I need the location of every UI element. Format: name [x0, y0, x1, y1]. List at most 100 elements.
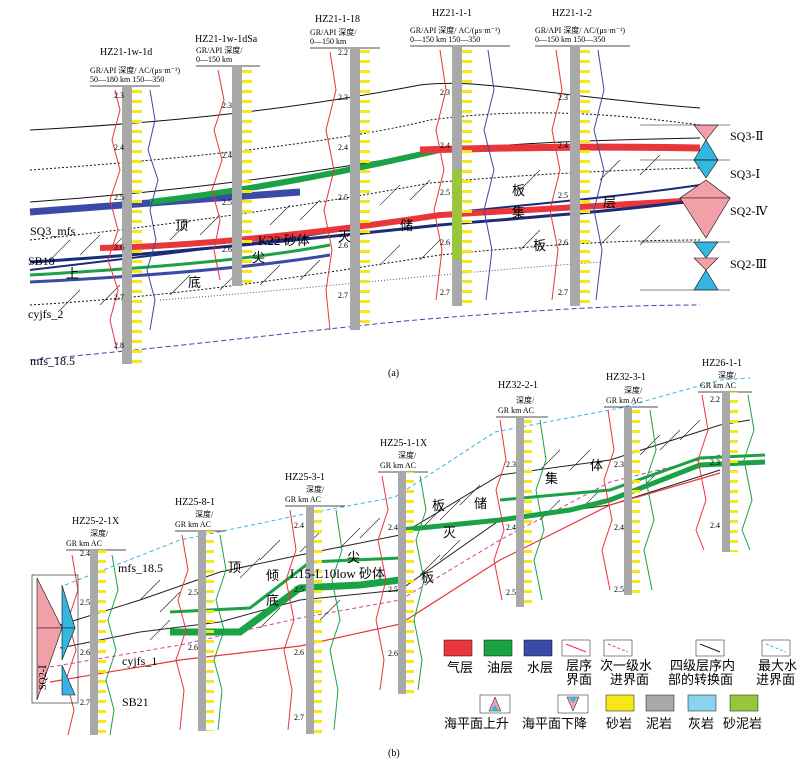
sea-level-fall-triangle	[36, 577, 63, 629]
well-header: 深度/	[718, 370, 737, 380]
legend: 气层 油层 水层 层序 界面 次一级水 进界面 四级层序内 部的转换面	[443, 639, 797, 731]
well-b1: HZ25-2-1X 深度/ GR km AC 2.4 2.5 2.6 2.7	[65, 516, 126, 736]
surface-label-mfs185: mfs_18.5	[30, 354, 75, 368]
depth-label: 2.5	[222, 198, 232, 207]
sand-column	[406, 472, 414, 694]
sea-level-rise-triangle	[36, 627, 63, 701]
surface-label-cyjfs1: cyjfs_1	[122, 654, 157, 668]
gr-curve	[601, 409, 615, 591]
lithology-column	[122, 86, 132, 364]
ac-curve	[593, 49, 605, 301]
depth-label: 2.3	[614, 460, 624, 469]
lithology-column	[198, 531, 206, 731]
surface-dashed-blue	[29, 304, 701, 361]
depth-label: 2.7	[440, 288, 450, 297]
well-a3: HZ21-1-18 GR/API 深度/ 0—150 km 2.2 2.3 2.…	[310, 14, 380, 331]
legend-sequence-boundary: 层序 界面	[561, 639, 592, 687]
svg-text:四级层序内: 四级层序内	[670, 658, 735, 673]
lithology-column	[570, 46, 580, 306]
depth-label: 2.4	[614, 523, 624, 532]
caption-b: (b)	[388, 748, 400, 759]
lithology-column	[624, 407, 632, 595]
annotation-char: 顶	[175, 218, 188, 233]
well-a1: HZ21-1w-1d GR/API 深度/ AC/(μs·m⁻¹) 50—180…	[90, 47, 180, 364]
depth-label: 2.6	[558, 238, 568, 247]
depth-label: 2.4	[710, 521, 720, 530]
ac-curve	[329, 509, 343, 731]
svg-text:海平面下降: 海平面下降	[522, 716, 587, 731]
sequence-label: SQ2-Ⅲ	[730, 257, 767, 271]
depth-label: 2.3	[114, 91, 124, 100]
well-b5: HZ32-2-1 深度/ GR km AC 2.3 2.4 2.5	[493, 380, 548, 607]
annotation-char: 灭	[443, 525, 456, 540]
depth-label: 2.5	[558, 191, 568, 200]
sand-body-label: K22 砂体	[258, 233, 310, 248]
well-b6: HZ32-3-1 深度/ GR km AC 2.3 2.4 2.5	[601, 372, 658, 595]
depth-label: 2.6	[294, 648, 304, 657]
ac-curve	[146, 89, 159, 331]
svg-text:油层: 油层	[487, 660, 513, 675]
well-header-scale: 0—150 km 150—350	[535, 35, 605, 44]
depth-label: 2.3	[338, 93, 348, 102]
sea-level-fall-triangle	[61, 664, 76, 696]
gr-curve	[433, 49, 447, 301]
gr-curve	[493, 419, 507, 601]
depth-label: 2.4	[338, 143, 348, 152]
sea-level-rise-triangle	[61, 627, 76, 661]
depth-label: 2.5	[614, 585, 624, 594]
well-name: HZ25-2-1X	[72, 516, 120, 527]
well-name: HZ26-1-1	[702, 358, 742, 369]
gr-curve	[549, 49, 563, 301]
sequence-label: SQ3-Ⅰ	[730, 167, 760, 181]
legend-max-flooding: 最大水 进界面	[756, 639, 797, 687]
well-header-scale: 50—180 km 150—350	[90, 75, 164, 84]
well-header-scale: GR km AC	[175, 520, 211, 529]
annotation-char: 板	[512, 183, 525, 198]
depth-label: 2.3	[222, 101, 232, 110]
annotation-char: 集	[512, 205, 525, 220]
surface-black-b2	[59, 469, 721, 649]
annotation-char: 集	[545, 471, 558, 486]
depth-label: 2.6	[338, 241, 348, 250]
depth-label: 2.6	[80, 648, 90, 657]
sand-column	[360, 48, 370, 330]
sea-level-rise-triangle	[679, 197, 731, 239]
annotation-char: 底	[188, 275, 201, 290]
panel-a: HZ21-1w-1d GR/API 深度/ AC/(μs·m⁻¹) 50—180…	[28, 8, 768, 379]
ac-curve	[105, 554, 119, 736]
subordinate-flooding-surface	[49, 454, 721, 668]
well-name: HZ21-1-1	[432, 8, 472, 19]
surface-label-cyjfs2: cyjfs_2	[28, 307, 63, 321]
surface-label-sb21: SB21	[122, 695, 149, 709]
annotation-char: 尖	[252, 250, 265, 265]
ac-curve	[213, 534, 227, 731]
depth-label: 2.5	[188, 588, 198, 597]
svg-text:灰岩: 灰岩	[688, 716, 714, 731]
legend-oil: 油层	[483, 639, 513, 675]
annotation-char: 体	[590, 458, 603, 473]
legend-sea-rise: 海平面上升	[444, 694, 511, 731]
well-header-scale: 0—150 km 150—350	[410, 35, 480, 44]
well-header: GR/API 深度/ AC/(μs·m⁻¹)	[410, 25, 500, 35]
sequence-label: SQ3-Ⅱ	[730, 129, 764, 143]
well-a5: HZ21-1-2 GR/API 深度/ AC/(μs·m⁻¹) 0—150 km…	[535, 8, 630, 306]
depth-label: 2.6	[440, 238, 450, 247]
legend-sandy-mudstone: 砂泥岩	[723, 694, 762, 731]
sea-level-fall-triangle	[693, 241, 719, 259]
well-name: HZ21-1w-1dSa	[195, 34, 258, 45]
depth-label: 2.5	[506, 588, 516, 597]
depth-label: 2.3	[558, 93, 568, 102]
annotation-char: 储	[474, 496, 487, 511]
well-name: HZ32-3-1	[606, 372, 646, 383]
ac-curve	[483, 49, 495, 301]
surface-label-sq3-mfs: SQ3_mfs	[30, 224, 76, 238]
annotation-char: 灭	[338, 229, 351, 244]
well-header-scale: GR km AC	[700, 381, 736, 390]
svg-text:水层: 水层	[527, 660, 553, 675]
oil-layer-b3	[399, 459, 766, 533]
well-header: 深度/	[195, 509, 214, 519]
depth-label: 2.4	[388, 523, 398, 532]
depth-label: 2.2	[710, 395, 720, 404]
gas-layer-upper	[419, 143, 701, 154]
depth-label: 2.4	[80, 549, 90, 558]
